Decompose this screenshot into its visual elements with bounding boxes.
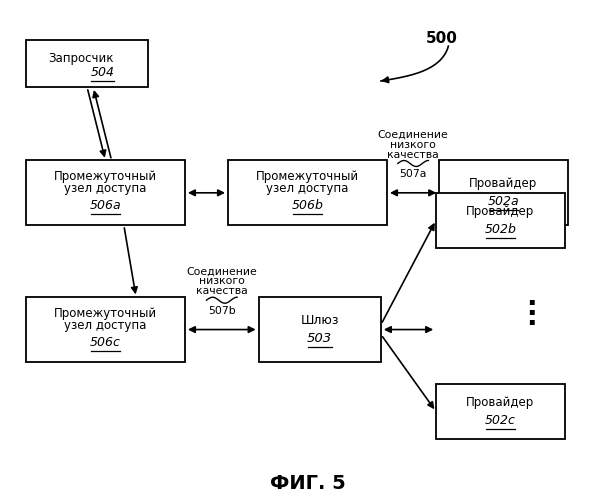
Text: 504: 504 xyxy=(90,66,114,79)
Text: Запросчик: Запросчик xyxy=(48,52,114,65)
FancyBboxPatch shape xyxy=(26,40,148,87)
Text: Шлюз: Шлюз xyxy=(301,314,339,327)
Text: низкого: низкого xyxy=(199,276,245,286)
Text: 507а: 507а xyxy=(399,170,427,179)
Text: ▪: ▪ xyxy=(528,306,534,316)
FancyBboxPatch shape xyxy=(436,193,565,248)
FancyBboxPatch shape xyxy=(26,160,185,225)
Text: узел доступа: узел доступа xyxy=(266,182,349,196)
Text: качества: качества xyxy=(196,286,248,296)
Text: 502c: 502c xyxy=(485,414,516,427)
Text: 506b: 506b xyxy=(292,199,323,212)
Text: узел доступа: узел доступа xyxy=(65,182,146,196)
Text: Провайдер: Провайдер xyxy=(466,396,534,409)
Text: Соединение: Соединение xyxy=(378,130,448,140)
Text: ▪: ▪ xyxy=(528,316,534,326)
Text: Промежуточный: Промежуточный xyxy=(54,307,157,320)
FancyBboxPatch shape xyxy=(439,160,568,225)
Text: ▪: ▪ xyxy=(528,296,534,306)
Text: 502b: 502b xyxy=(485,222,516,235)
Text: Соединение: Соединение xyxy=(186,266,257,276)
Text: качества: качества xyxy=(387,150,439,160)
Text: 500: 500 xyxy=(426,31,458,46)
Text: низкого: низкого xyxy=(390,140,436,149)
Text: Промежуточный: Промежуточный xyxy=(256,170,359,183)
Text: 503: 503 xyxy=(307,332,332,345)
FancyBboxPatch shape xyxy=(26,297,185,362)
FancyBboxPatch shape xyxy=(258,297,381,362)
FancyBboxPatch shape xyxy=(436,384,565,439)
Text: 506c: 506c xyxy=(90,336,121,349)
FancyBboxPatch shape xyxy=(228,160,387,225)
Text: узел доступа: узел доступа xyxy=(65,319,146,332)
Text: 507b: 507b xyxy=(208,306,236,316)
Text: 502a: 502a xyxy=(488,196,519,208)
Text: ФИГ. 5: ФИГ. 5 xyxy=(269,474,346,493)
Text: Промежуточный: Промежуточный xyxy=(54,170,157,183)
Text: Провайдер: Провайдер xyxy=(469,178,538,190)
Text: Провайдер: Провайдер xyxy=(466,204,534,218)
Text: 506а: 506а xyxy=(90,199,121,212)
